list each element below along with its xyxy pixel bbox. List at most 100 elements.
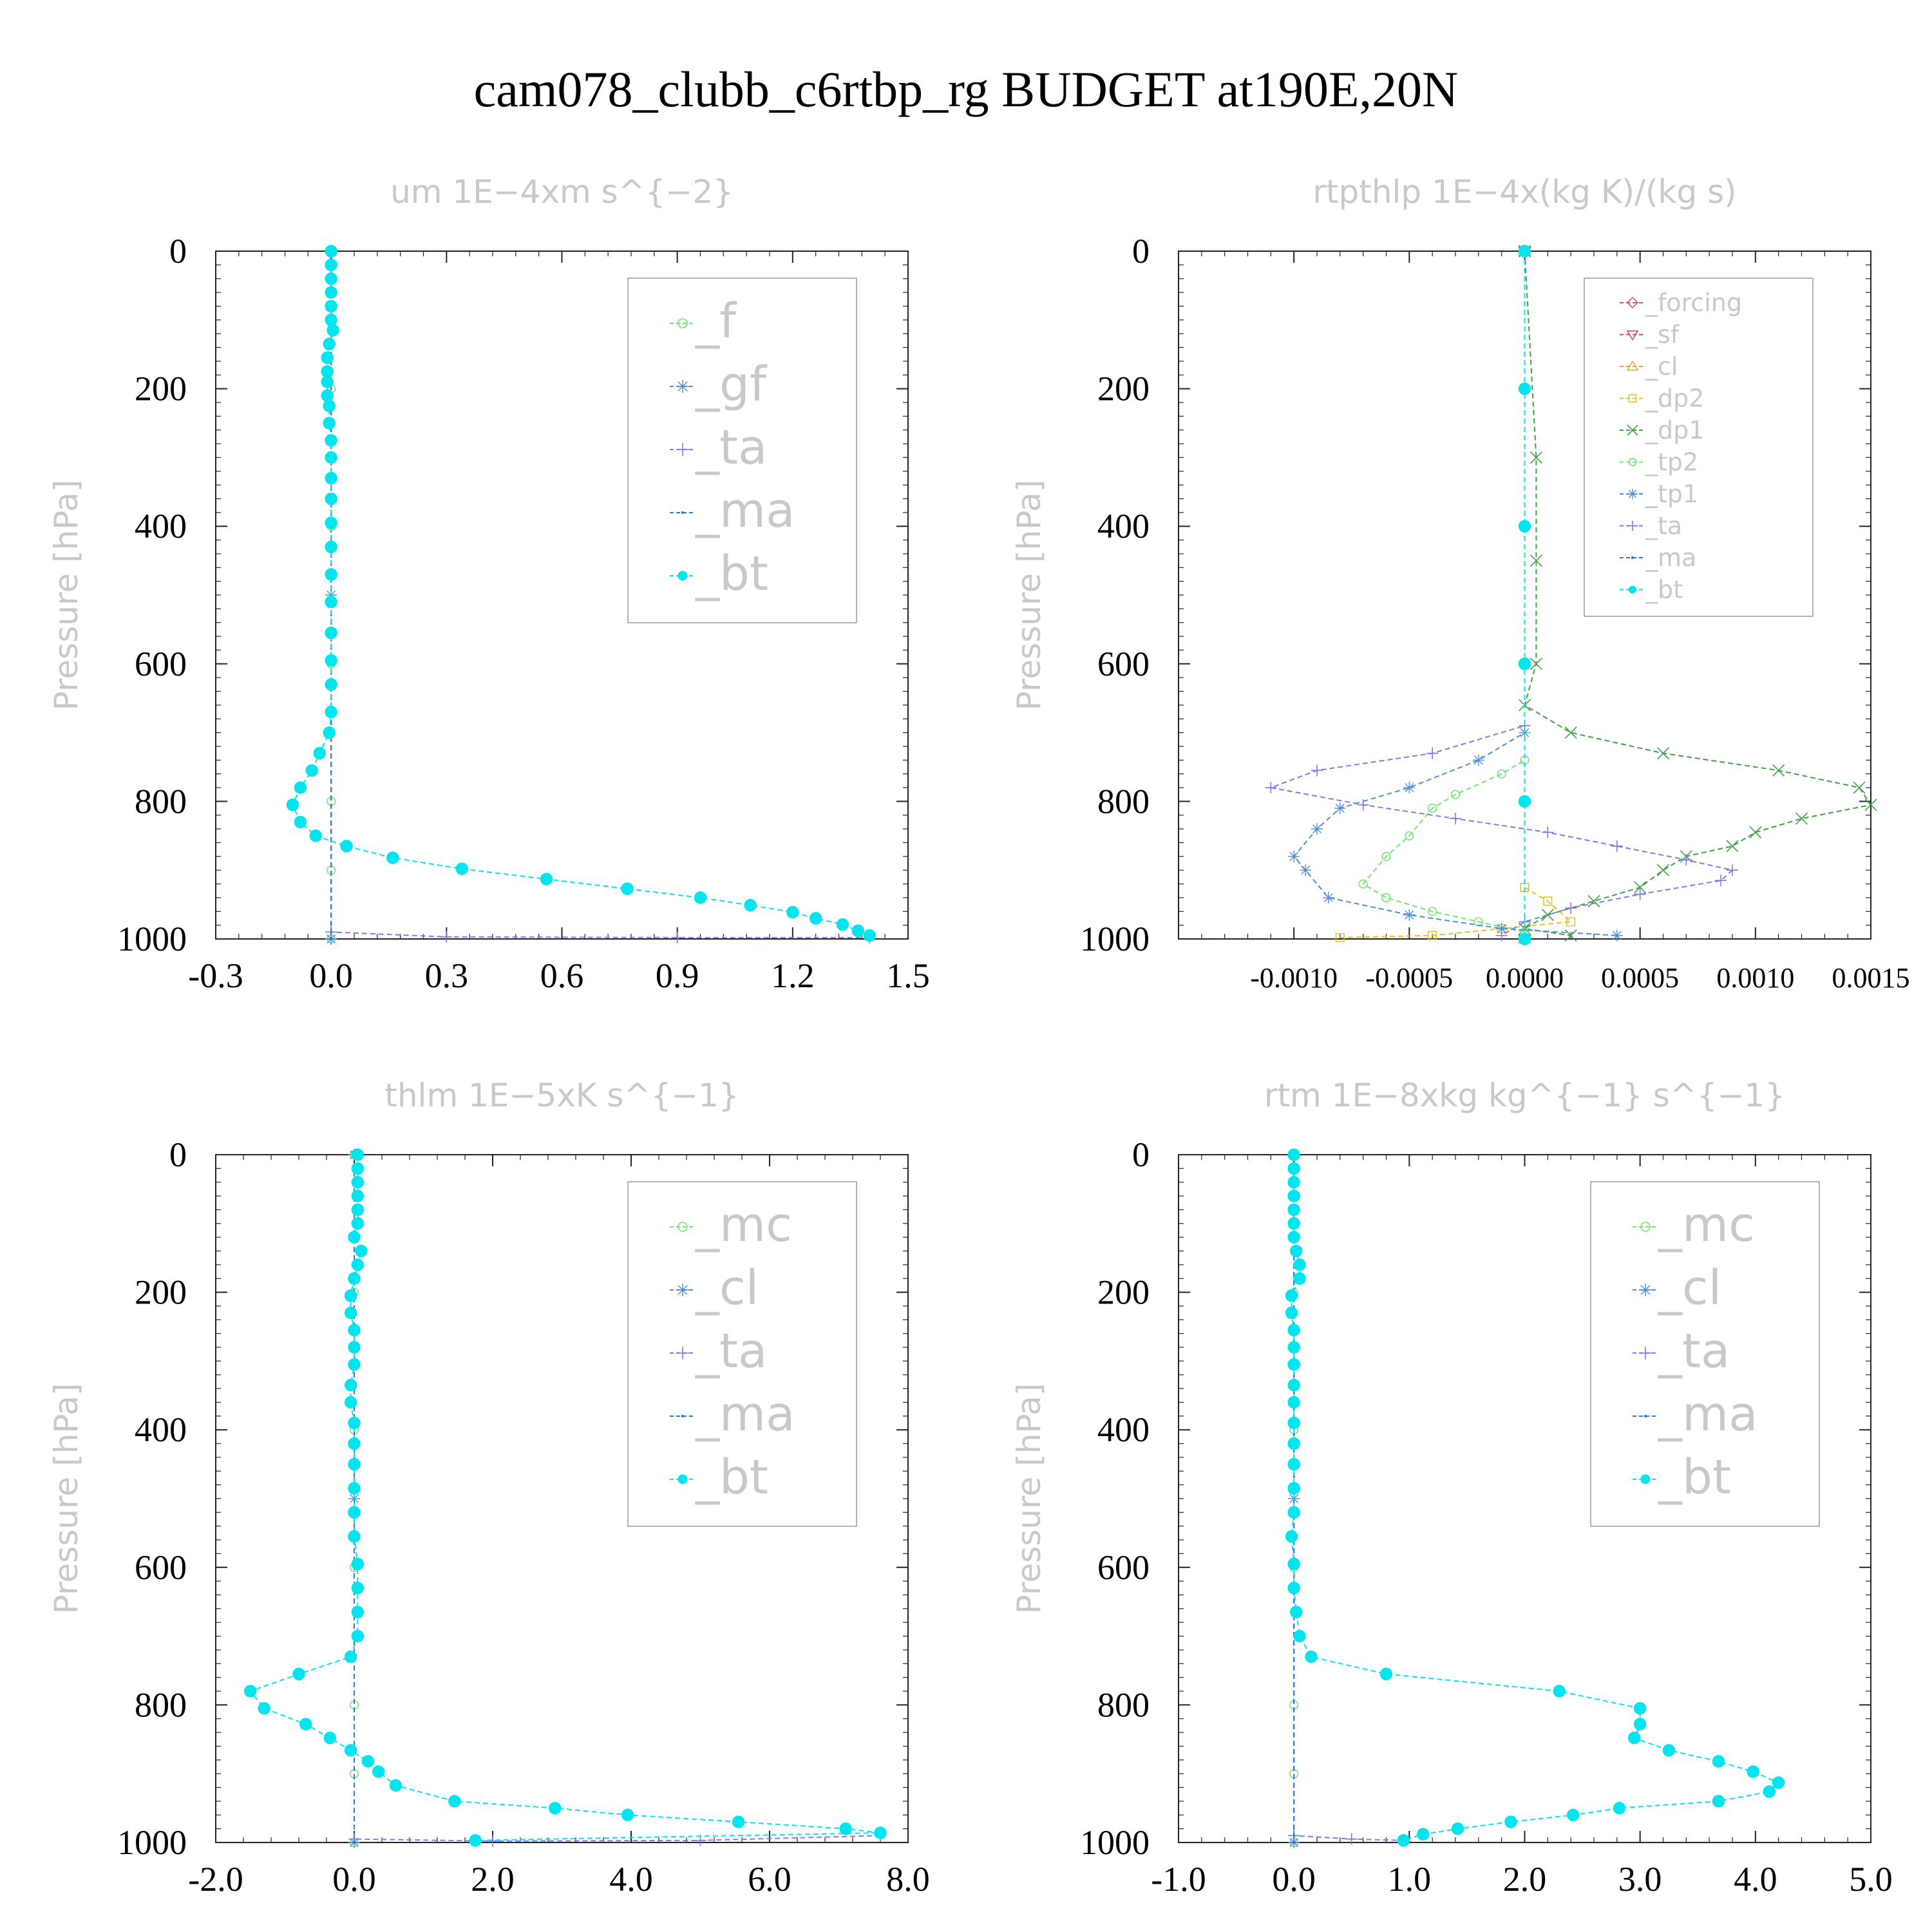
y-tick-label: 600	[1097, 645, 1150, 683]
y-tick-label: 0	[1132, 232, 1150, 270]
data-point	[1405, 831, 1414, 840]
data-point	[344, 1379, 357, 1392]
data-point	[351, 1258, 365, 1271]
data-point	[305, 764, 319, 777]
data-point	[671, 931, 683, 943]
legend-marker	[676, 1347, 689, 1359]
series-line	[1340, 251, 1573, 938]
data-point	[1553, 1685, 1566, 1698]
legend-label: _ta	[1645, 512, 1682, 540]
data-point	[344, 1744, 357, 1757]
y-axis-label: Pressure [hPa]	[48, 1383, 85, 1615]
legend-label: _bt	[695, 546, 768, 601]
y-tick-label: 200	[1097, 370, 1150, 408]
data-point	[1518, 382, 1531, 395]
data-point	[344, 1306, 357, 1320]
x-tick-label: 0.0010	[1716, 962, 1794, 994]
y-tick-label: 200	[135, 370, 187, 408]
y-tick-label: 0	[169, 1135, 187, 1174]
data-point	[1357, 799, 1369, 811]
data-point	[1656, 747, 1670, 760]
data-point	[321, 365, 334, 378]
legend-label: _bt	[695, 1450, 768, 1505]
data-point	[549, 1801, 562, 1815]
data-point	[1565, 902, 1577, 914]
data-point	[1417, 1828, 1430, 1841]
data-point	[1518, 658, 1531, 670]
legend-marker	[677, 318, 688, 328]
data-point	[1285, 1289, 1298, 1302]
legend-marker	[1643, 1414, 1647, 1418]
legend-label: _dp1	[1645, 416, 1704, 444]
data-point	[351, 1175, 365, 1189]
data-point	[1381, 893, 1391, 903]
data-point	[1285, 1306, 1298, 1320]
data-point	[323, 337, 336, 350]
data-point	[1403, 909, 1416, 921]
legend-label: _ma	[1658, 1387, 1757, 1442]
data-point	[386, 851, 399, 864]
series-line	[1293, 251, 1617, 936]
data-point	[325, 626, 337, 639]
legend-marker	[681, 511, 685, 515]
x-tick-label: 4.0	[609, 1860, 653, 1899]
data-point	[348, 1506, 361, 1519]
data-point	[1292, 1841, 1296, 1844]
data-point	[348, 1457, 361, 1471]
data-point	[348, 1530, 361, 1543]
y-tick-label: 400	[135, 1410, 187, 1449]
data-point	[1322, 891, 1334, 904]
legend-label: _tp2	[1645, 448, 1698, 477]
data-point	[1763, 1785, 1776, 1798]
data-point	[1712, 1795, 1725, 1808]
data-point	[1287, 1217, 1300, 1230]
data-point	[286, 798, 299, 811]
x-tick-label: 2.0	[1503, 1860, 1547, 1899]
figure-title: cam078_clubb_c6rtbp_rg BUDGET at190E,20N	[474, 61, 1459, 117]
data-point	[1290, 1605, 1303, 1618]
data-point	[325, 272, 337, 285]
series-dp2	[1335, 246, 1576, 942]
data-point	[851, 924, 865, 937]
data-point	[1450, 790, 1461, 799]
data-point	[1611, 929, 1623, 942]
data-point	[355, 1244, 368, 1258]
data-point	[1305, 1650, 1318, 1663]
data-point	[348, 1416, 361, 1430]
data-point	[1287, 1582, 1300, 1595]
data-point	[361, 1755, 375, 1768]
data-point	[1287, 1506, 1300, 1519]
data-point	[348, 1482, 361, 1495]
x-tick-label: 0.6	[540, 956, 584, 995]
legend-label: _dp2	[1645, 384, 1704, 413]
series-bt	[1285, 1148, 1785, 1847]
data-point	[1853, 781, 1866, 794]
data-point	[874, 1826, 887, 1839]
legend-label: _bt	[1658, 1450, 1731, 1505]
series-ta	[1288, 1149, 1410, 1846]
legend-marker	[676, 380, 689, 393]
legend-box	[627, 278, 857, 623]
data-point	[448, 1795, 461, 1808]
chart-panel: rtpthlp 1E−4x(kg K)/(kg s) Pressure [hPa]…	[1010, 173, 1910, 994]
y-tick-label: 1000	[1080, 920, 1150, 958]
x-tick-label: 0.9	[656, 956, 699, 995]
data-point	[732, 1815, 745, 1828]
data-point	[1287, 1437, 1300, 1450]
data-point	[1518, 795, 1531, 808]
data-point	[325, 433, 337, 447]
data-point	[487, 1835, 498, 1847]
legend-label: _gf	[695, 357, 768, 412]
y-tick-label: 0	[1132, 1135, 1150, 1174]
data-point	[621, 1808, 634, 1822]
data-point	[836, 918, 849, 931]
data-point	[1472, 754, 1484, 766]
y-tick-label: 600	[1097, 1548, 1150, 1587]
data-point	[327, 324, 339, 337]
x-tick-label: 0.0015	[1832, 962, 1910, 994]
x-tick-label: 6.0	[748, 1860, 791, 1899]
y-axis-label: Pressure [hPa]	[1010, 480, 1048, 711]
x-tick-label: 0.0005	[1601, 962, 1679, 994]
data-point	[1287, 1379, 1300, 1392]
x-tick-label: -0.0005	[1366, 962, 1454, 994]
